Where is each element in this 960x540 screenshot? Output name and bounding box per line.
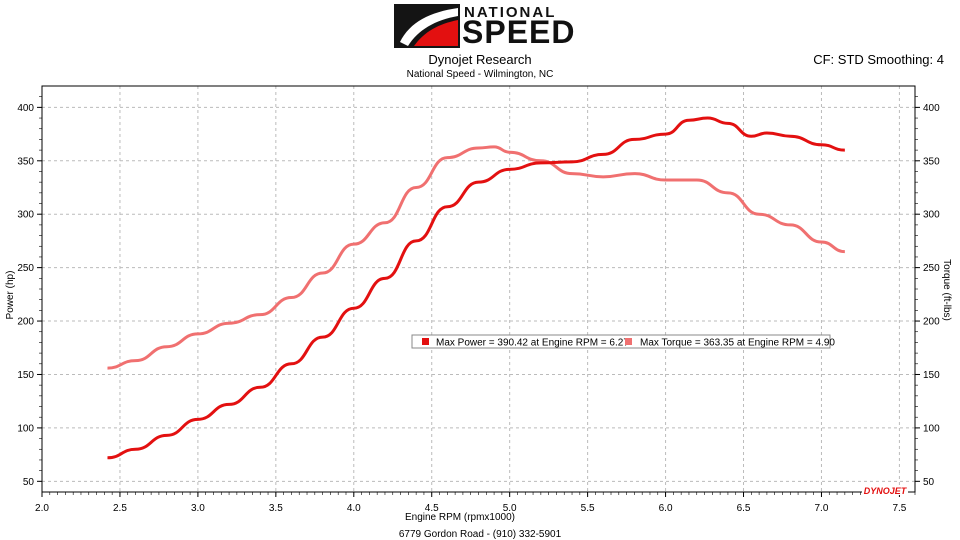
x-tick-label: 4.0	[347, 503, 361, 514]
y-tick-label-right: 250	[923, 263, 940, 274]
y-tick-label-left: 350	[17, 156, 34, 167]
x-tick-label: 5.5	[581, 503, 595, 514]
legend: Max Power = 390.42 at Engine RPM = 6.27 …	[411, 334, 835, 349]
tick-labels: 2.0 2.5 3.0 3.5 4.0 4.5 5.0 5.5 6.0 6.5 7.0 7.5 50 50…	[17, 103, 940, 514]
legend-box	[411, 334, 831, 349]
x-tick-label: 2.0	[35, 503, 49, 514]
dynojet-brand-mark: DYNOJET	[862, 485, 908, 496]
series-line-power	[107, 116, 845, 460]
y-tick-label-left: 400	[17, 103, 34, 114]
x-tick-label: 3.5	[269, 503, 283, 514]
y-tick-label-left: 150	[17, 370, 34, 381]
y-tick-label-left: 300	[17, 210, 34, 221]
chart-subtitle: National Speed - Wilmington, NC	[406, 69, 554, 80]
y-tick-label-left: 200	[17, 317, 34, 328]
y-tick-label-right: 150	[923, 370, 940, 381]
x-tick-label: 5.0	[503, 503, 517, 514]
logo-text-speed: SPEED	[462, 14, 576, 50]
legend-entry-power: Max Power = 390.42 at Engine RPM = 6.27	[436, 338, 629, 349]
legend-entry-torque: Max Torque = 363.35 at Engine RPM = 4.90	[640, 338, 835, 349]
y-tick-label-left: 100	[17, 423, 34, 434]
x-tick-label: 7.0	[815, 503, 829, 514]
y-tick-label-right: 200	[923, 317, 940, 328]
chart-title: Dynojet Research	[428, 52, 532, 67]
y-tick-label-right: 50	[923, 477, 935, 488]
x-tick-label: 6.0	[659, 503, 673, 514]
y-tick-label-right: 350	[923, 156, 940, 167]
x-tick-label: 6.5	[737, 503, 751, 514]
y-tick-label-right: 300	[923, 210, 940, 221]
y-tick-label-right: 400	[923, 103, 940, 114]
correction-factor-label: CF: STD Smoothing: 4	[813, 52, 944, 67]
y-axis-title-left: Power (hp)	[5, 271, 16, 320]
series-line-torque	[107, 145, 845, 370]
x-axis-title: Engine RPM (rpmx1000)	[405, 512, 515, 523]
x-tick-label: 3.0	[191, 503, 205, 514]
logo-text-national: NATIONAL	[464, 4, 557, 21]
y-tick-label-left: 250	[17, 263, 34, 274]
axis-ticks	[37, 96, 920, 497]
x-tick-label: 4.5	[425, 503, 439, 514]
y-axis-title-right: Torque (ft-lbs)	[941, 259, 952, 321]
x-tick-label: 7.5	[892, 503, 906, 514]
footer-address: 6779 Gordon Road - (910) 332-5901	[398, 529, 562, 540]
y-tick-label-left: 50	[23, 477, 35, 488]
national-speed-logo	[394, 4, 460, 48]
y-tick-label-right: 100	[923, 423, 940, 434]
svg-text:DYNOJET: DYNOJET	[864, 486, 908, 496]
legend-swatch-torque	[625, 338, 632, 345]
legend-swatch-power	[422, 338, 429, 345]
x-tick-label: 2.5	[113, 503, 127, 514]
